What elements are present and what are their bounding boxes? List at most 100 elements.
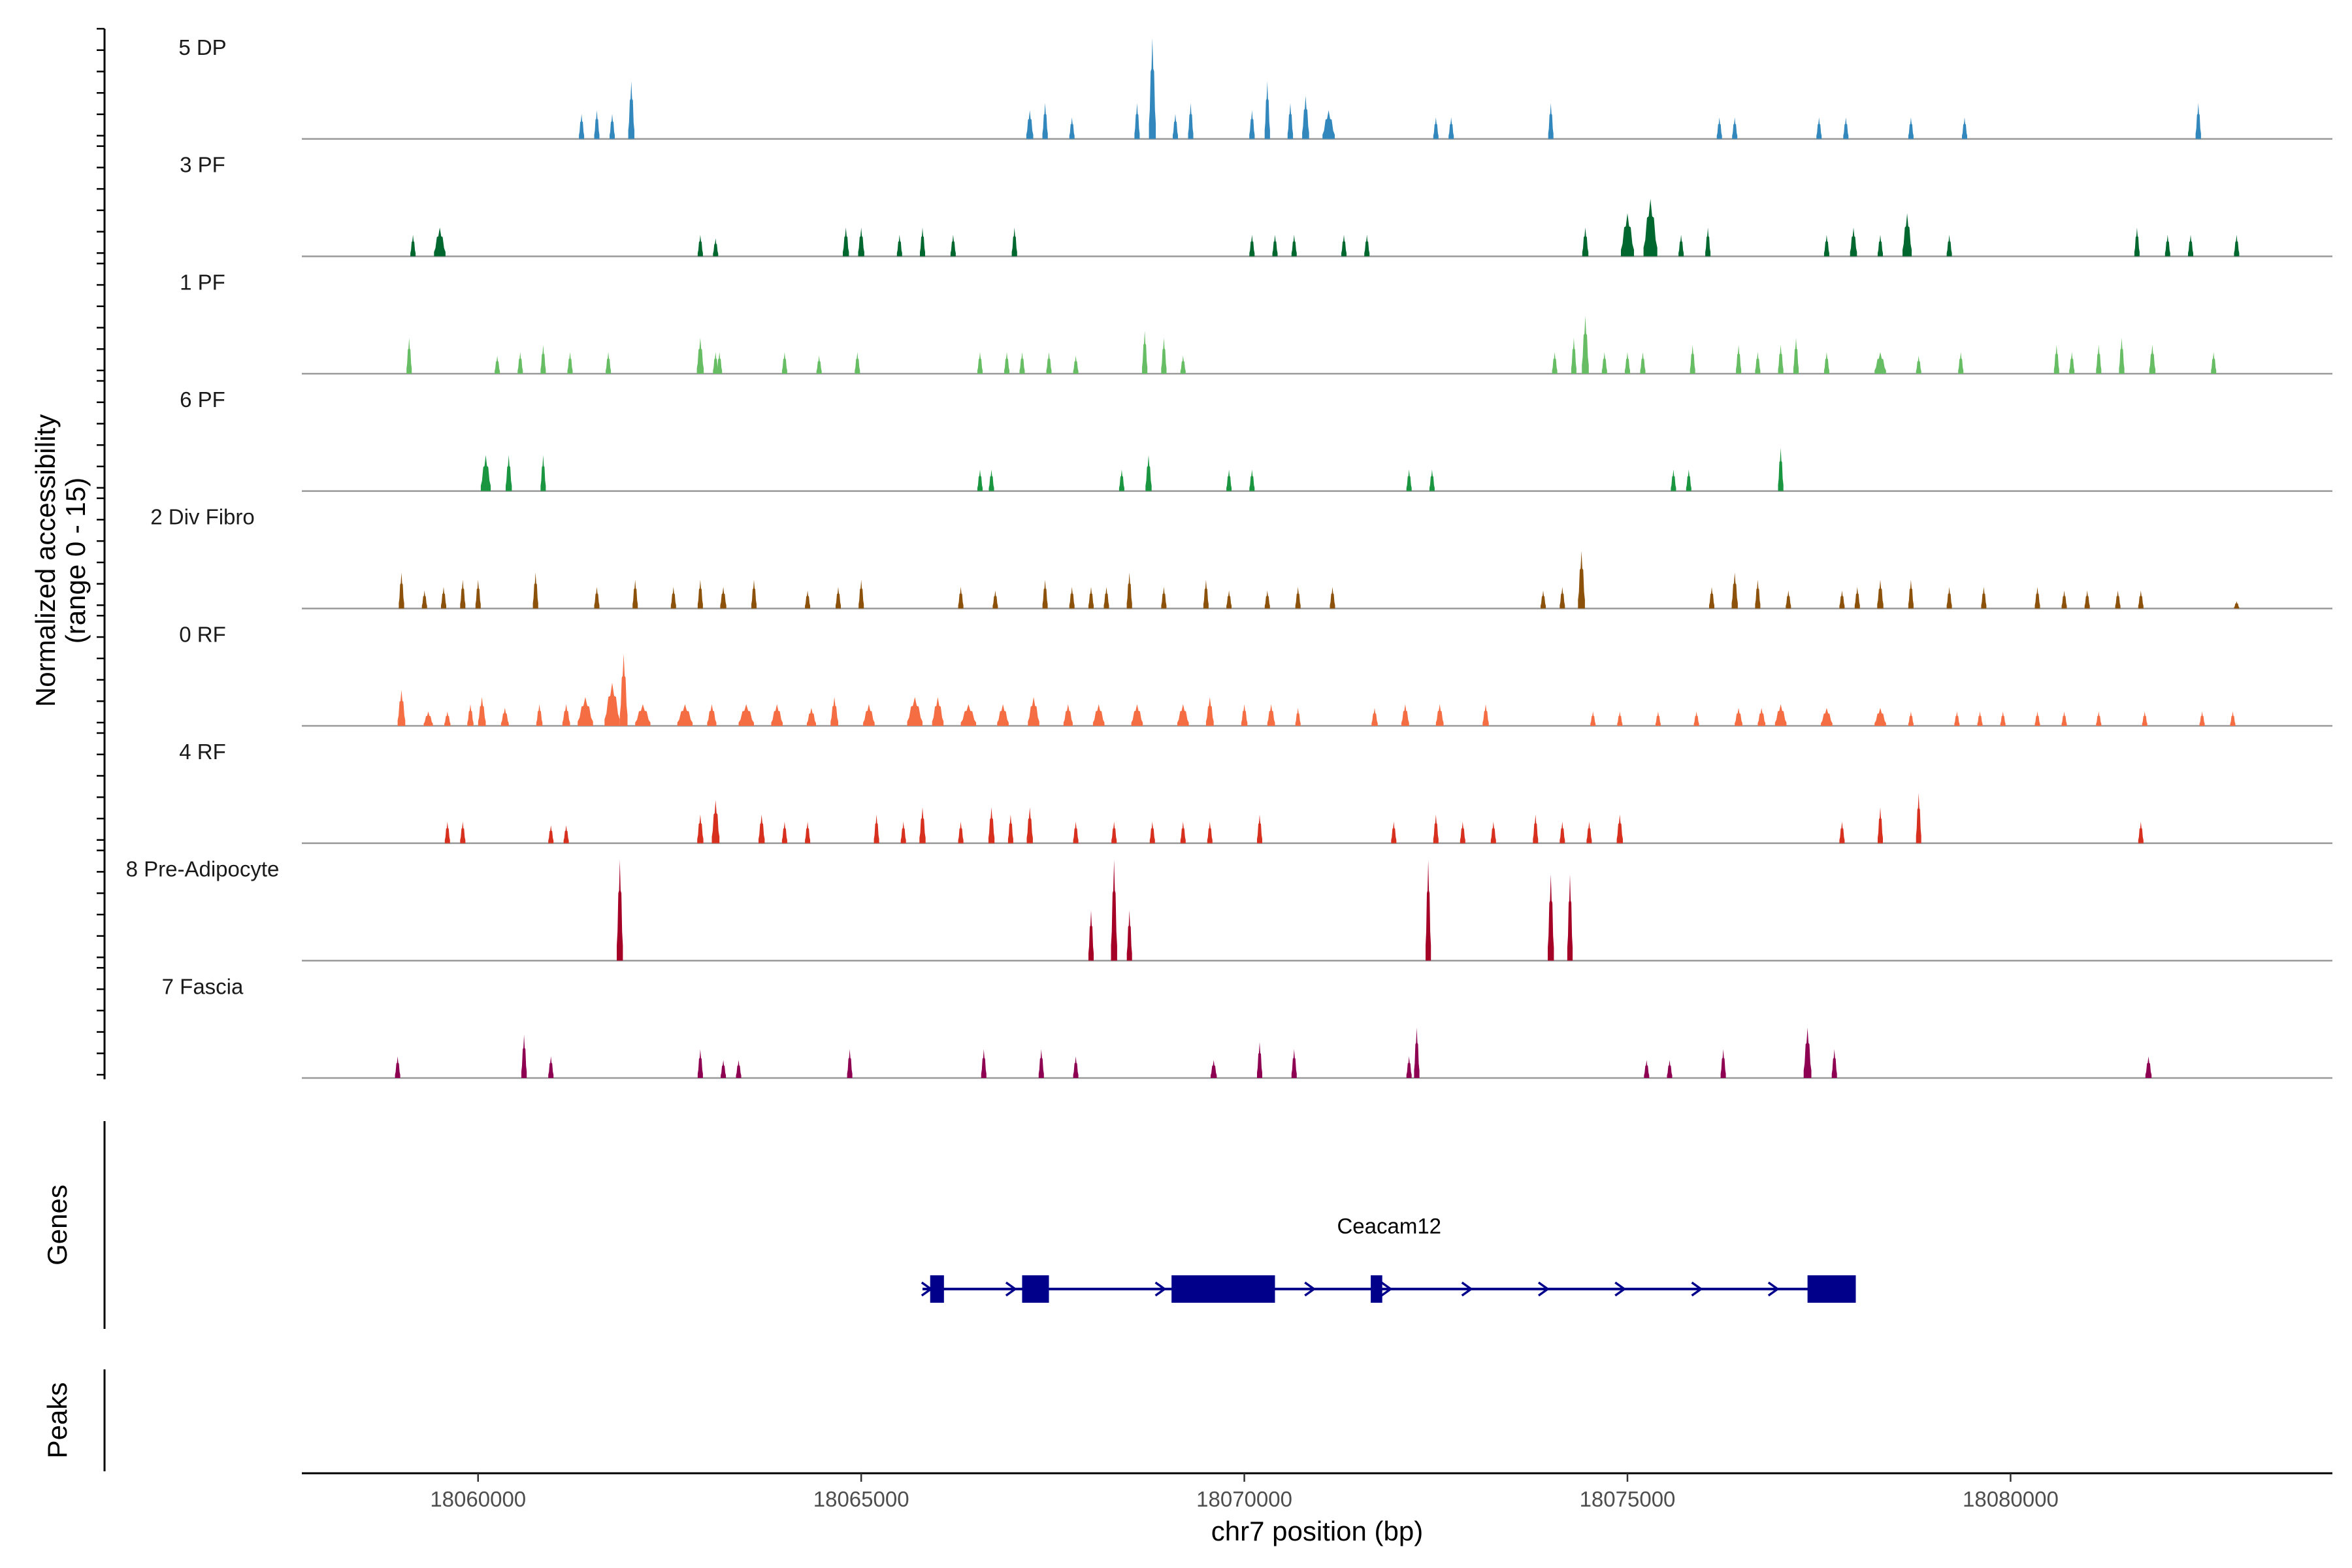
coverage-peak (2164, 235, 2170, 257)
coverage-peak (1406, 1056, 1412, 1078)
coverage-peak (830, 696, 838, 726)
coverage-peak (1625, 351, 1630, 374)
strand-arrow (1154, 1281, 1167, 1297)
coverage-peak (1180, 821, 1186, 843)
coverage-peak (1341, 235, 1347, 257)
coverage-peak (1755, 351, 1761, 374)
coverage-peak (1578, 551, 1585, 609)
coverage-peak (713, 351, 719, 374)
coverage-peak (1042, 103, 1048, 139)
coverage-peak (1226, 469, 1232, 491)
coverage-peak (1878, 235, 1883, 257)
coverage-peak (1257, 814, 1262, 843)
coverage-peak (1690, 344, 1695, 374)
coverage-peak (1590, 711, 1596, 726)
coverage-peak (1177, 704, 1189, 726)
gene-exon (1807, 1275, 1856, 1303)
coverage-peak (1874, 708, 1886, 726)
coverage-peak (1426, 860, 1431, 961)
coverage-peak (548, 1056, 554, 1078)
x-axis: 18060000 18065000 18070000 18075000 18080000… (302, 1472, 2332, 1546)
coverage-peak (992, 590, 998, 609)
coverage-peak (863, 704, 875, 726)
coverage-peak (1586, 821, 1592, 843)
coverage-peak (711, 800, 720, 843)
coverage-peak (536, 704, 543, 726)
genes-panel-title: Genes (42, 1184, 73, 1266)
coverage-peak (1850, 227, 1857, 257)
track-2-div-fibro: 2 Div Fibro (150, 505, 2332, 610)
coverage-peak (2211, 351, 2217, 374)
coverage-peak (847, 1049, 853, 1078)
strand-arrow (1691, 1281, 1703, 1297)
coverage-peak (395, 1056, 400, 1078)
coverage-peak (475, 580, 481, 609)
coverage-peak (548, 825, 554, 843)
coverage-peak (632, 580, 638, 609)
coverage-peak (1786, 590, 1791, 609)
coverage-peak (977, 351, 983, 374)
coverage-peak (619, 653, 628, 726)
coverage-peak (1731, 572, 1738, 609)
coverage-peak (1364, 235, 1370, 257)
coverage-peak (1709, 587, 1714, 609)
coverage-peak (1391, 821, 1397, 843)
coverage-peak (1981, 587, 1987, 609)
coverage-peak (2034, 587, 2040, 609)
coverage-peak (1678, 235, 1684, 257)
coverage-peak (932, 696, 944, 726)
gene-exon (930, 1275, 944, 1303)
coverage-peak (1732, 117, 1738, 139)
y-axis-title: Normalized accessibility(range 0 - 15) (30, 414, 91, 707)
coverage-peak (1778, 344, 1784, 374)
coverage-peak (1011, 227, 1017, 257)
coverage-peak (1069, 117, 1075, 139)
coverage-peak (1161, 337, 1167, 374)
coverage-peak (540, 344, 546, 374)
coverage-peak (696, 337, 704, 374)
coverage-peak (1616, 814, 1623, 843)
coverage-peak (1149, 821, 1155, 843)
coverage-peak (988, 807, 995, 843)
coverage-peak (478, 696, 486, 726)
coverage-peak (1448, 117, 1454, 139)
coverage-peak (1621, 213, 1634, 257)
coverage-peak (1406, 469, 1412, 491)
coverage-peak (2134, 227, 2140, 257)
peaks-panel-title: Peaks (42, 1382, 73, 1459)
coverage-peak (1264, 81, 1270, 139)
coverage-peak (563, 825, 569, 843)
coverage-peak (1205, 696, 1214, 726)
coverage-peak (1916, 355, 1921, 374)
gene-exon (1371, 1275, 1382, 1303)
coverage-peak (1291, 1049, 1297, 1078)
coverage-peak (1571, 337, 1576, 374)
coverage-peak (2234, 235, 2240, 257)
x-axis-title: chr7 position (bp) (1211, 1516, 1424, 1546)
coverage-peak (1126, 910, 1132, 961)
coverage-peak (1241, 704, 1248, 726)
strand-arrow (1005, 1281, 1017, 1297)
coverage-peak (1736, 344, 1742, 374)
coverage-peak (717, 351, 723, 374)
coverage-peak (997, 704, 1009, 726)
coverage-peak (874, 814, 879, 843)
strand-arrow (1767, 1281, 1780, 1297)
coverage-peak (480, 455, 491, 491)
coverage-peak (1433, 117, 1439, 139)
coverage-peak (2138, 821, 2144, 843)
coverage-peak (1548, 103, 1554, 139)
coverage-peak (399, 572, 404, 609)
coverage-peak (1264, 590, 1270, 609)
coverage-peak (506, 455, 512, 491)
track-label-2-div-fibro: 2 Div Fibro (150, 505, 255, 529)
coverage-peak (900, 821, 906, 843)
track-5-dp: 5 DP (178, 35, 2332, 140)
coverage-peak (958, 587, 964, 609)
coverage-peak (1004, 351, 1009, 374)
coverage-peak (697, 580, 703, 609)
coverage-peak (2084, 590, 2090, 609)
track-7-fascia: 7 Fascia (162, 974, 2332, 1079)
coverage-peak (1257, 1041, 1262, 1078)
coverage-peak (1069, 587, 1075, 609)
